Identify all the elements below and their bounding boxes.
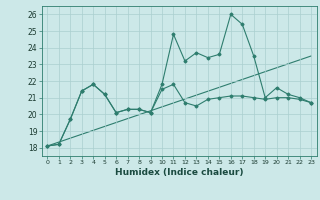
X-axis label: Humidex (Indice chaleur): Humidex (Indice chaleur) — [115, 168, 244, 177]
